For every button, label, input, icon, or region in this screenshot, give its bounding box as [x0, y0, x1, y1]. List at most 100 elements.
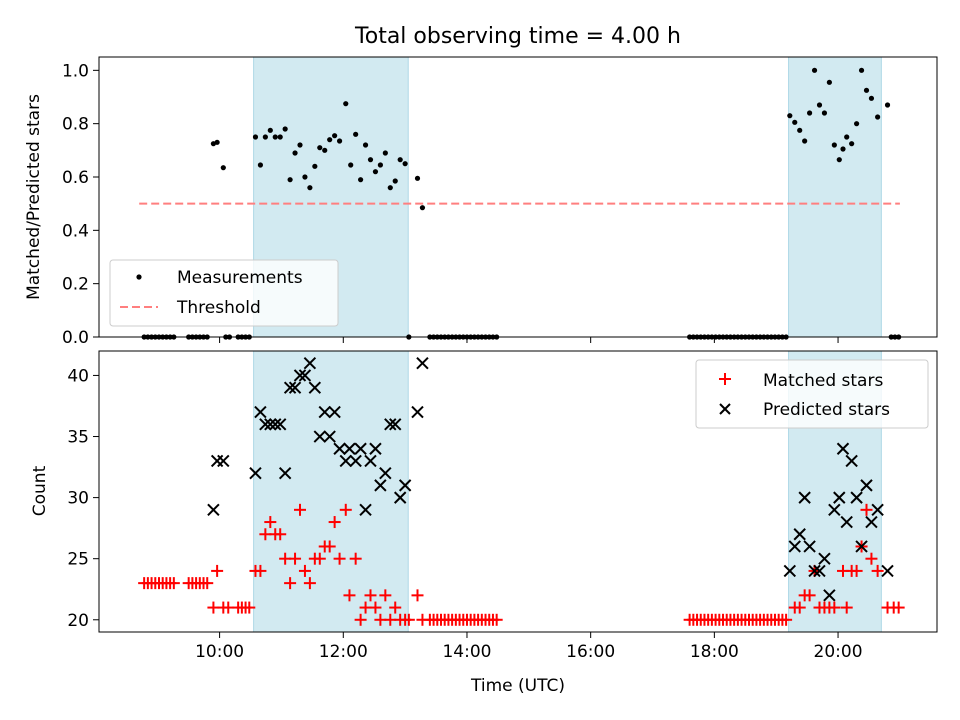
matched-star-point [379, 589, 392, 602]
predicted-star-point [833, 491, 846, 504]
matched-star-point [284, 577, 297, 590]
predicted-star-point [411, 405, 424, 419]
matched-star-point [167, 577, 180, 590]
predicted-star-point [871, 503, 884, 517]
predicted-star-point [828, 503, 841, 517]
predicted-star-point [288, 381, 302, 394]
predicted-star-point [273, 418, 287, 431]
measurement-point [358, 177, 364, 183]
matched-star-point [201, 577, 214, 590]
shaded-interval-2 [788, 56, 882, 338]
predicted-star-point [803, 540, 816, 553]
x-tick-label: 10:00 [195, 642, 244, 662]
measurement-point [816, 102, 823, 108]
count-plot-frame [98, 350, 938, 633]
predicted-star-point [283, 381, 297, 394]
matched-star-point [264, 516, 277, 529]
predicted-star-point [264, 418, 277, 431]
matched-star-point [333, 552, 346, 565]
predicted-star-point [823, 589, 836, 602]
predicted-star-point [217, 454, 230, 468]
legend-measurements-label: Measurements [177, 268, 303, 288]
predicted-star-point [269, 418, 282, 431]
ratio-plot-frame [98, 56, 938, 338]
predicted-star-point [845, 454, 858, 468]
measurement-point [849, 141, 855, 147]
ratio-legend-box [109, 259, 339, 327]
measurement-point [277, 134, 283, 140]
measurement-point [868, 95, 875, 101]
predicted-star-point [793, 528, 806, 541]
ratio-y-tick-label: 0.0 [62, 328, 89, 348]
ratio-y-axis-label: Matched/Predicted stars [24, 94, 44, 300]
measurement-point [307, 185, 313, 191]
measurement-point [419, 205, 426, 211]
predicted-star-point [855, 540, 868, 553]
x-axis-label: Time (UTC) [470, 676, 565, 696]
measurement-point [854, 121, 860, 127]
predicted-star-point [393, 491, 407, 504]
matched-star-point [828, 601, 841, 614]
matched-star-point [364, 589, 377, 602]
predicted-star-point [308, 381, 322, 394]
measurement-point [262, 134, 268, 140]
predicted-star-point [881, 564, 894, 578]
predicted-star-point [354, 442, 367, 455]
predicted-star-point [328, 405, 341, 419]
matched-star-point [803, 589, 816, 602]
predicted-star-point [293, 369, 307, 382]
measurement-point [372, 169, 379, 175]
ratio-y-tick-label: 0.4 [62, 221, 89, 241]
count-legend: Matched stars Predicted stars [695, 359, 929, 429]
measurement-point [367, 157, 374, 163]
matched-star-point [298, 564, 311, 577]
matched-star-point [402, 613, 415, 626]
matched-star-point [780, 613, 793, 626]
measurement-point [252, 134, 259, 140]
matched-star-point [892, 601, 905, 614]
ratio-legend: Measurements Threshold [109, 259, 339, 327]
predicted-star-point [836, 442, 850, 455]
matched-star-point [303, 577, 316, 590]
predicted-star-point [359, 503, 372, 517]
predicted-star-point [303, 357, 317, 370]
matched-star-point [354, 613, 367, 626]
measurement-point [858, 67, 865, 73]
measurement-point [267, 127, 273, 133]
measurement-point [312, 163, 318, 169]
measurement-point [806, 110, 813, 116]
predicted-star-point [384, 418, 397, 431]
predicted-star-point [389, 418, 402, 431]
predicted-star-point [840, 515, 853, 529]
predicted-star-point [339, 454, 352, 468]
measurement-point [821, 110, 828, 116]
x-tick-label: 12:00 [319, 642, 368, 662]
legend-predicted-label: Predicted stars [763, 400, 890, 420]
measurement-point [811, 67, 818, 73]
predicted-star-point [333, 442, 346, 455]
count-y-tick-label: 20 [67, 611, 89, 631]
measurement-point [875, 114, 881, 120]
matched-star-point [871, 564, 884, 577]
measurement-point [332, 133, 338, 139]
matched-star-point [411, 589, 424, 602]
predicted-star-point [259, 418, 272, 431]
predicted-star-point [813, 564, 826, 578]
predicted-star-point [349, 454, 362, 468]
x-tick-label: 16:00 [566, 642, 615, 662]
measurement-point [343, 101, 349, 107]
predicted-star-point [783, 564, 797, 578]
predicted-star-point [379, 466, 392, 480]
measurement-point [840, 146, 846, 152]
ratio-y-tick-label: 1.0 [62, 61, 89, 81]
matched-star-point [793, 601, 806, 614]
measurement-point [292, 150, 298, 156]
predicted-star-point [374, 479, 387, 492]
measurement-point [317, 145, 323, 151]
x-tick-label: 20:00 [814, 642, 863, 662]
matched-star-point [850, 564, 863, 577]
shaded-interval-1 [253, 350, 409, 633]
predicted-star-point [798, 491, 811, 504]
measurement-point [362, 142, 369, 148]
